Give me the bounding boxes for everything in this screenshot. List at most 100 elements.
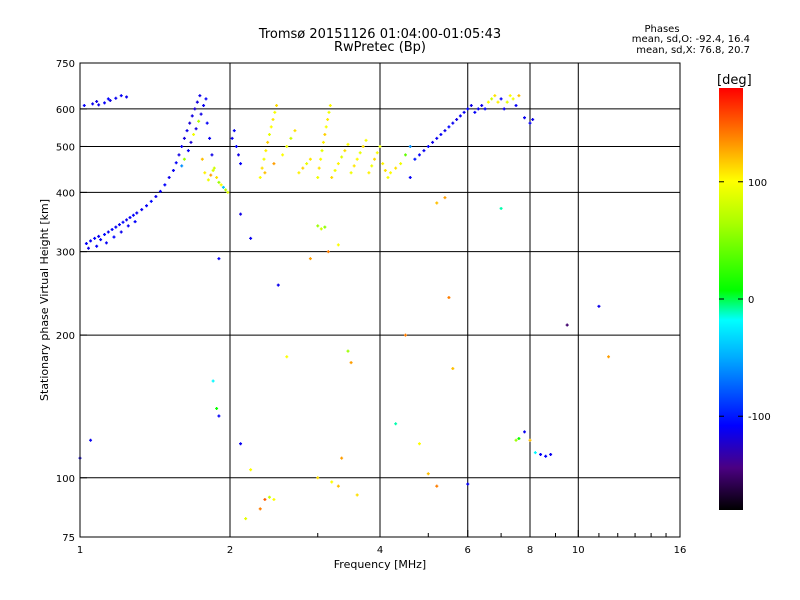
data-point (203, 171, 207, 175)
data-point (97, 234, 101, 238)
data-point (163, 183, 167, 187)
data-point (117, 223, 121, 227)
data-point (499, 206, 503, 210)
data-point (200, 157, 204, 161)
data-point (523, 430, 527, 434)
data-point (205, 121, 209, 125)
data-point (125, 218, 129, 222)
data-point (82, 104, 86, 108)
data-point (389, 171, 393, 175)
data-point (301, 166, 305, 170)
data-point (308, 157, 312, 161)
data-point (202, 104, 206, 108)
data-point (443, 129, 447, 133)
data-point (319, 157, 323, 161)
data-point (217, 414, 221, 418)
data-point (266, 140, 270, 144)
data-point (275, 104, 279, 108)
y-tick-label: 400 (56, 188, 75, 199)
data-point (258, 507, 262, 511)
data-point (267, 495, 271, 499)
data-point (426, 144, 430, 148)
data-point (249, 468, 253, 472)
data-point (455, 117, 459, 121)
data-point (221, 185, 225, 189)
data-point (323, 225, 327, 229)
data-point (204, 97, 208, 101)
data-point (417, 442, 421, 446)
data-point (285, 144, 289, 148)
data-point (316, 176, 320, 180)
data-point (174, 161, 178, 165)
x-tick-label: 6 (465, 545, 471, 556)
data-point (263, 171, 267, 175)
data-point (381, 162, 385, 166)
data-point (364, 138, 368, 142)
data-point (473, 110, 477, 114)
data-point (217, 180, 221, 184)
data-point (249, 236, 253, 240)
data-point (185, 129, 189, 133)
data-point (417, 153, 421, 157)
data-point (346, 142, 350, 146)
data-point (496, 100, 500, 104)
data-point (126, 224, 130, 228)
data-point (89, 239, 93, 243)
data-point (269, 125, 273, 129)
data-point (367, 171, 371, 175)
data-point (336, 484, 340, 488)
data-point (189, 140, 193, 144)
data-point (305, 162, 309, 166)
data-point (180, 144, 184, 148)
data-points (78, 94, 611, 521)
data-point (194, 127, 198, 131)
colorbar-tick-label: 0 (748, 295, 754, 306)
phase-stats-o-mode: mean, sd,O: -92.4, 16.4 (631, 34, 750, 45)
y-axis-label: Stationary phase Virtual Height [km] (38, 199, 51, 401)
data-point (435, 136, 439, 140)
data-point (119, 230, 123, 234)
data-point (110, 228, 114, 232)
data-point (149, 199, 153, 203)
data-point (177, 153, 181, 157)
data-point (186, 149, 190, 153)
data-point (340, 456, 344, 460)
data-point (273, 110, 277, 114)
data-point (226, 190, 230, 194)
data-point (195, 100, 199, 104)
data-point (349, 361, 353, 365)
data-point (272, 497, 276, 501)
data-point (352, 164, 356, 168)
data-point (271, 117, 275, 121)
data-point (230, 136, 234, 140)
data-point (285, 355, 289, 359)
data-point (260, 166, 264, 170)
data-point (272, 162, 276, 166)
data-point (375, 151, 379, 155)
data-point (133, 220, 137, 224)
data-point (451, 367, 455, 371)
data-point (336, 243, 340, 247)
data-point (426, 472, 430, 476)
data-point (131, 213, 135, 217)
data-point (264, 149, 268, 153)
data-point (210, 153, 214, 157)
data-point (431, 140, 435, 144)
data-point (317, 166, 321, 170)
data-point (607, 355, 611, 359)
data-point (276, 283, 280, 287)
data-point (435, 484, 439, 488)
y-tick-label: 100 (56, 474, 75, 485)
data-point (549, 452, 553, 456)
data-point (490, 97, 494, 101)
data-point (171, 168, 175, 172)
data-point (103, 101, 107, 105)
data-point (212, 166, 216, 170)
data-point (145, 204, 149, 208)
data-point (209, 173, 213, 177)
data-point (258, 176, 262, 180)
data-point (399, 162, 403, 166)
data-point (544, 454, 548, 458)
data-point (413, 157, 417, 161)
data-point (125, 95, 129, 99)
